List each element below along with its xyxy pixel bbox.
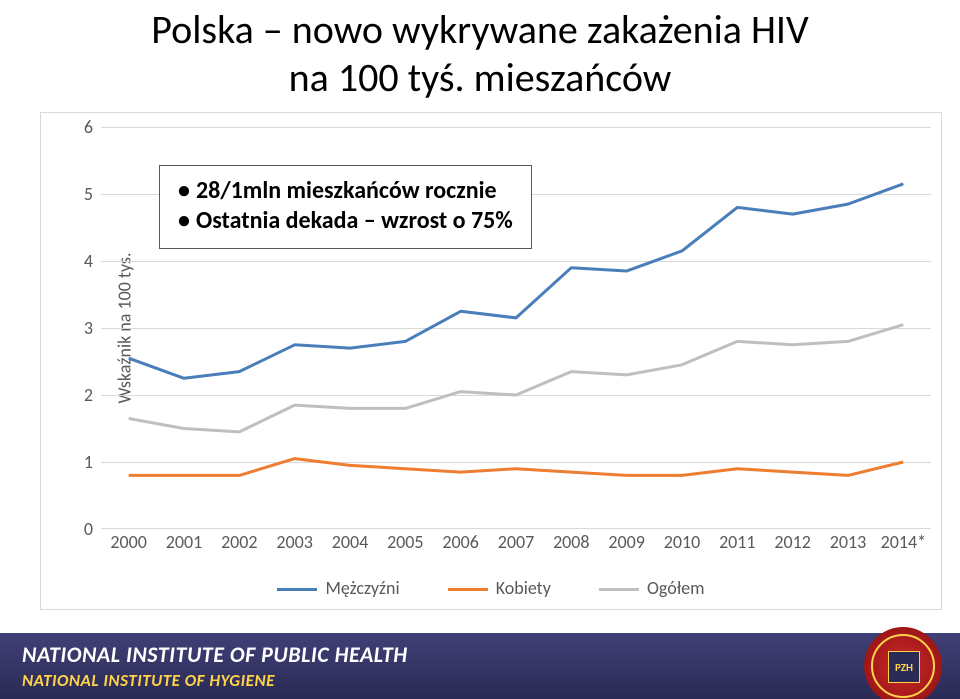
legend-swatch (448, 588, 488, 591)
x-tick-label: 2003 (267, 531, 322, 553)
pzh-logo: PZH (864, 627, 942, 699)
x-tick-label: 2004 (322, 531, 377, 553)
legend-item-kobiety: Kobiety (448, 577, 551, 599)
x-tick-label: 2007 (488, 531, 543, 553)
x-tick-label: 2014* (876, 531, 931, 553)
x-tick-label: 2000 (101, 531, 156, 553)
logo-text: PZH (888, 651, 920, 683)
x-tick-label: 2008 (544, 531, 599, 553)
y-tick-label: 6 (71, 116, 93, 138)
series-line (129, 325, 904, 432)
y-tick-label: 3 (71, 317, 93, 339)
x-axis (101, 528, 931, 529)
legend-swatch (599, 588, 639, 591)
footer-bar: NATIONAL INSTITUTE OF PUBLIC HEALTH NATI… (0, 633, 960, 699)
annotation-bullet-2: Ostatnia dekada – wzrost o 75% (196, 206, 513, 236)
legend-item-ogolem: Ogółem (599, 577, 705, 599)
annotation-box: •28/1mln mieszkańców rocznie •Ostatnia d… (159, 165, 532, 249)
footer-line-2: NATIONAL INSTITUTE OF HYGIENE (22, 670, 408, 691)
y-tick-label: 5 (71, 183, 93, 205)
chart-container: Wskaźnik na 100 tys. 0123456 20002001200… (40, 112, 942, 610)
legend-label: Mężczyźni (325, 577, 399, 599)
footer-text: NATIONAL INSTITUTE OF PUBLIC HEALTH NATI… (22, 641, 408, 691)
x-tick-label: 2011 (710, 531, 765, 553)
legend-label: Kobiety (496, 577, 551, 599)
y-tick-label: 4 (71, 250, 93, 272)
legend-label: Ogółem (647, 577, 705, 599)
y-tick-label: 1 (71, 451, 93, 473)
x-tick-label: 2006 (433, 531, 488, 553)
legend-swatch (277, 588, 317, 591)
x-tick-label: 2010 (654, 531, 709, 553)
title-line-2: na 100 tyś. mieszańców (289, 53, 672, 102)
title-line-1: Polska – nowo wykrywane zakażenia HIV (151, 5, 808, 54)
slide-title: Polska – nowo wykrywane zakażenia HIV na… (40, 6, 920, 102)
y-tick-label: 2 (71, 384, 93, 406)
x-tick-label: 2002 (212, 531, 267, 553)
x-tick-label: 2005 (378, 531, 433, 553)
y-tick-label: 0 (71, 518, 93, 540)
x-tick-label: 2009 (599, 531, 654, 553)
legend: Mężczyźni Kobiety Ogółem (41, 577, 941, 599)
x-tick-label: 2013 (820, 531, 875, 553)
annotation-bullet-1: 28/1mln mieszkańców rocznie (196, 176, 513, 206)
footer-line-1: NATIONAL INSTITUTE OF PUBLIC HEALTH (22, 641, 408, 668)
x-tick-label: 2001 (156, 531, 211, 553)
series-line (129, 459, 904, 476)
legend-item-mezczyzni: Mężczyźni (277, 577, 399, 599)
x-tick-label: 2012 (765, 531, 820, 553)
